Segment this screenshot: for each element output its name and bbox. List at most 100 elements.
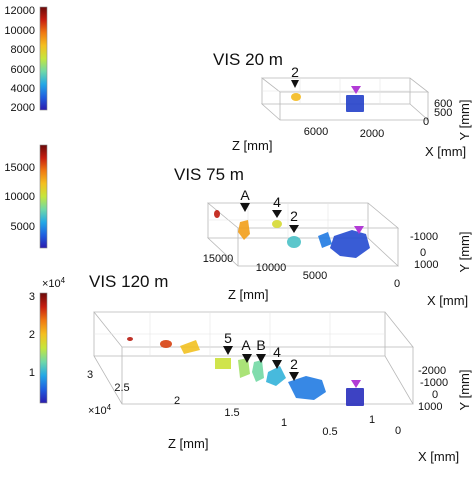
x-ticks-20m: 6000 2000: [304, 126, 384, 140]
event-marker-4-75m: [272, 210, 282, 218]
z-tick: 1.5: [224, 407, 239, 419]
colorbar-tick: 1: [29, 367, 35, 379]
z-axis-label-120m: Z [mm]: [168, 436, 208, 451]
y-ticks-75m: -1000 0 1000: [410, 231, 438, 271]
cluster-source-120m: [346, 388, 364, 406]
z-tick: 0: [394, 278, 400, 290]
cluster-source-75m: [330, 230, 370, 258]
event-label-A-120m: A: [241, 337, 251, 353]
point-clouds-20m: [291, 93, 364, 112]
markers-75m: A 4 2: [240, 187, 364, 234]
colorbar-multiplier-120m: ×104: [42, 276, 66, 290]
y-tick: -1000: [420, 377, 448, 389]
y-tick: -2000: [418, 365, 446, 377]
point-clouds-120m: [127, 337, 364, 406]
panel-vis-75m: 15000 10000 5000 VIS 75 m: [4, 144, 472, 308]
cluster-far3-120m: [127, 337, 133, 341]
cluster-A-120m: [238, 358, 250, 378]
x-ticks-75m: 15000 10000 5000 0: [203, 253, 400, 290]
source-marker-120m: [351, 380, 361, 388]
z-tick: 15000: [203, 253, 234, 265]
cluster-B-120m: [252, 360, 264, 382]
y-tick: 1000: [414, 259, 438, 271]
colorbar-tick: 4000: [11, 83, 35, 95]
z-axis-label-75m: Z [mm]: [228, 287, 268, 302]
point-clouds-75m: [214, 210, 370, 258]
cluster-2-75m: [287, 236, 301, 248]
x-tick: 0: [395, 425, 401, 437]
event-label-2-120m: 2: [290, 356, 298, 372]
z-tick: 2.5: [114, 382, 129, 394]
cluster-A-75m: [238, 220, 250, 240]
y-tick: 0: [420, 247, 426, 259]
cluster-tail-75m: [318, 232, 332, 248]
cluster-source-20m: [346, 95, 364, 112]
colorbar-tick: 10000: [4, 25, 35, 37]
colorbar-ticks-75m: 15000 10000 5000: [4, 162, 35, 233]
panel-title-120m: VIS 120 m: [89, 272, 168, 291]
event-label-2-20m: 2: [291, 64, 299, 80]
colorbar-tick: 2: [29, 329, 35, 341]
event-marker-5-120m: [223, 346, 233, 355]
cluster-2-120m: [288, 376, 326, 400]
x-axis-label-75m: X [mm]: [427, 293, 468, 308]
y-ticks-120m: -2000 -1000 0 1000: [418, 365, 448, 413]
event-marker-A-120m: [242, 354, 252, 363]
x-tick: 1: [369, 414, 375, 426]
event-label-A-75m: A: [240, 187, 250, 203]
colorbar-tick: 10000: [4, 191, 35, 203]
event-label-4-120m: 4: [273, 344, 281, 360]
y-tick: 500: [434, 107, 452, 119]
cluster-far2-120m: [160, 340, 172, 348]
event-label-5-120m: 5: [224, 330, 232, 346]
x-ticks-120m: 3 2.5 2 1.5 1 0.5: [87, 369, 338, 438]
x-axis-label-20m: X [mm]: [425, 144, 466, 159]
event-label-B-120m: B: [256, 337, 265, 353]
event-marker-2-20m: [291, 80, 299, 88]
z-tick: 6000: [304, 126, 328, 138]
colorbar-tick: 8000: [11, 44, 35, 56]
y-tick: 600: [434, 98, 452, 110]
z-tick: 10000: [256, 262, 287, 274]
colorbar-120m: [39, 292, 48, 404]
colorbar-20m: [39, 6, 48, 111]
z-multiplier-120m: ×104: [88, 403, 112, 417]
y-tick: 1000: [418, 401, 442, 413]
colorbar-tick: 3: [29, 291, 35, 303]
event-marker-4-120m: [272, 360, 282, 369]
z-tick: 3: [87, 369, 93, 381]
colorbar-tick: 5000: [11, 221, 35, 233]
event-label-4-75m: 4: [273, 194, 281, 210]
markers-120m: 5 A B 4 2: [223, 330, 361, 388]
cluster-far-75m: [214, 210, 220, 218]
colorbar-75m: [39, 144, 48, 249]
panel-vis-20m: 12000 10000 8000 6000 4000 2000 VIS 20 m: [4, 5, 472, 159]
y-axis-label-120m: Y [mm]: [457, 370, 472, 411]
colorbar-tick: 2000: [11, 102, 35, 114]
z-tick: 1: [281, 417, 287, 429]
source-marker-20m: [351, 86, 361, 94]
z-tick: 0.5: [322, 426, 337, 438]
z-tick: 5000: [303, 270, 327, 282]
markers-20m: 2: [291, 64, 361, 94]
axes-box-120m: [93, 311, 414, 405]
z-tick: 2: [174, 395, 180, 407]
y-axis-label-20m: Y [mm]: [457, 100, 472, 141]
cluster-4-120m: [266, 366, 286, 386]
y-tick: 0: [432, 389, 438, 401]
x-axis-label-120m: X [mm]: [418, 449, 459, 464]
source-marker-75m: [354, 226, 364, 234]
colorbar-tick: 6000: [11, 64, 35, 76]
colorbar-tick: 12000: [4, 5, 35, 17]
cluster-5-120m: [215, 358, 231, 369]
event-marker-2-75m: [289, 225, 299, 233]
panel-title-75m: VIS 75 m: [174, 165, 244, 184]
axes-box-20m: [260, 77, 430, 121]
colorbar-ticks-20m: 12000 10000 8000 6000 4000 2000: [4, 5, 35, 114]
y-tick: -1000: [410, 231, 438, 243]
y-axis-label-75m: Y [mm]: [457, 232, 472, 273]
z-axis-label-20m: Z [mm]: [232, 138, 272, 153]
colorbar-tick: 15000: [4, 162, 35, 174]
x-depth-ticks-120m: 1 0: [369, 414, 401, 437]
